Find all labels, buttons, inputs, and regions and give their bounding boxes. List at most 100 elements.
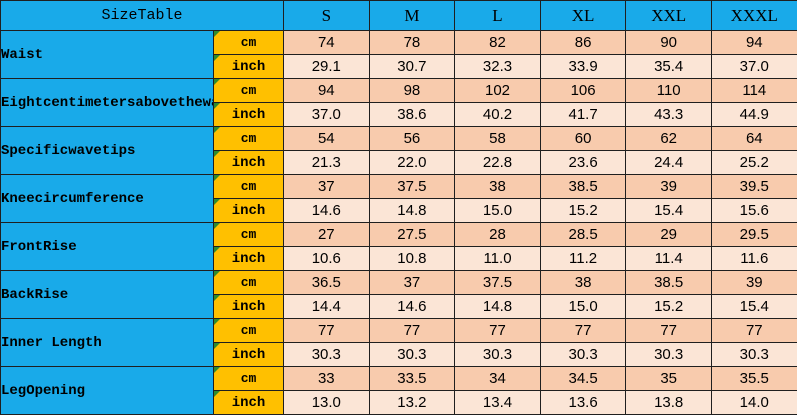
value-cell: 11.2 (540, 247, 626, 271)
value-cell: 10.6 (284, 247, 370, 271)
unit-text: cm (241, 83, 257, 98)
measurement-label: Specificwavetips (1, 127, 214, 175)
value-cell: 15.2 (626, 295, 712, 319)
size-header-xl: XL (540, 1, 626, 31)
cell-corner-marker-icon (214, 79, 220, 85)
value-cell: 37.0 (284, 103, 370, 127)
value-cell: 27.5 (369, 223, 455, 247)
value-cell: 77 (626, 319, 712, 343)
table-row: Eightcentimetersabovethewavescm949810210… (1, 79, 797, 103)
value-cell: 14.6 (369, 295, 455, 319)
value-cell: 15.4 (711, 295, 797, 319)
value-cell: 13.2 (369, 391, 455, 415)
value-cell: 38 (540, 271, 626, 295)
value-cell: 24.4 (626, 151, 712, 175)
unit-text: inch (232, 395, 266, 411)
value-cell: 25.2 (711, 151, 797, 175)
unit-label-cm: cm (214, 127, 284, 151)
cell-corner-marker-icon (214, 223, 220, 229)
unit-label-inch: inch (214, 103, 284, 127)
value-cell: 44.9 (711, 103, 797, 127)
unit-text: cm (241, 227, 257, 242)
size-header-s: S (284, 1, 370, 31)
value-cell: 14.6 (284, 199, 370, 223)
value-cell: 58 (455, 127, 541, 151)
value-cell: 13.0 (284, 391, 370, 415)
unit-label-cm: cm (214, 31, 284, 55)
value-cell: 15.6 (711, 199, 797, 223)
value-cell: 34.5 (540, 367, 626, 391)
unit-text: inch (232, 203, 266, 219)
value-cell: 33 (284, 367, 370, 391)
value-cell: 82 (455, 31, 541, 55)
cell-corner-marker-icon (214, 175, 220, 181)
value-cell: 13.8 (626, 391, 712, 415)
size-header-xxxl: XXXL (711, 1, 797, 31)
unit-label-cm: cm (214, 367, 284, 391)
value-cell: 30.3 (455, 343, 541, 367)
unit-label-cm: cm (214, 319, 284, 343)
measurement-label: BackRise (1, 271, 214, 319)
value-cell: 14.8 (369, 199, 455, 223)
unit-text: inch (232, 155, 266, 171)
unit-text: cm (241, 131, 257, 146)
value-cell: 30.3 (626, 343, 712, 367)
unit-text: inch (232, 107, 266, 123)
value-cell: 41.7 (540, 103, 626, 127)
value-cell: 94 (711, 31, 797, 55)
cell-corner-marker-icon (214, 271, 220, 277)
unit-text: inch (232, 299, 266, 315)
cell-corner-marker-icon (214, 343, 220, 349)
value-cell: 33.9 (540, 55, 626, 79)
value-cell: 106 (540, 79, 626, 103)
value-cell: 11.6 (711, 247, 797, 271)
value-cell: 30.7 (369, 55, 455, 79)
unit-text: cm (241, 179, 257, 194)
value-cell: 38.5 (626, 271, 712, 295)
value-cell: 37.5 (455, 271, 541, 295)
value-cell: 13.4 (455, 391, 541, 415)
value-cell: 38.5 (540, 175, 626, 199)
size-header-l: L (455, 1, 541, 31)
value-cell: 29.1 (284, 55, 370, 79)
cell-corner-marker-icon (214, 31, 220, 37)
value-cell: 78 (369, 31, 455, 55)
cell-corner-marker-icon (214, 247, 220, 253)
value-cell: 15.0 (455, 199, 541, 223)
value-cell: 30.3 (540, 343, 626, 367)
unit-text: inch (232, 251, 266, 267)
value-cell: 77 (284, 319, 370, 343)
value-cell: 14.8 (455, 295, 541, 319)
value-cell: 98 (369, 79, 455, 103)
value-cell: 110 (626, 79, 712, 103)
cell-corner-marker-icon (214, 319, 220, 325)
value-cell: 102 (455, 79, 541, 103)
value-cell: 77 (711, 319, 797, 343)
cell-corner-marker-icon (214, 199, 220, 205)
value-cell: 77 (455, 319, 541, 343)
measurement-label: Kneecircumference (1, 175, 214, 223)
unit-label-inch: inch (214, 247, 284, 271)
unit-label-inch: inch (214, 391, 284, 415)
value-cell: 30.3 (284, 343, 370, 367)
value-cell: 38 (455, 175, 541, 199)
value-cell: 77 (540, 319, 626, 343)
value-cell: 36.5 (284, 271, 370, 295)
cell-corner-marker-icon (214, 103, 220, 109)
value-cell: 27 (284, 223, 370, 247)
value-cell: 40.2 (455, 103, 541, 127)
table-title: SizeTable (1, 1, 284, 31)
value-cell: 37.5 (369, 175, 455, 199)
size-header-m: M (369, 1, 455, 31)
value-cell: 114 (711, 79, 797, 103)
value-cell: 29 (626, 223, 712, 247)
value-cell: 29.5 (711, 223, 797, 247)
value-cell: 33.5 (369, 367, 455, 391)
value-cell: 15.0 (540, 295, 626, 319)
value-cell: 28 (455, 223, 541, 247)
value-cell: 30.3 (711, 343, 797, 367)
